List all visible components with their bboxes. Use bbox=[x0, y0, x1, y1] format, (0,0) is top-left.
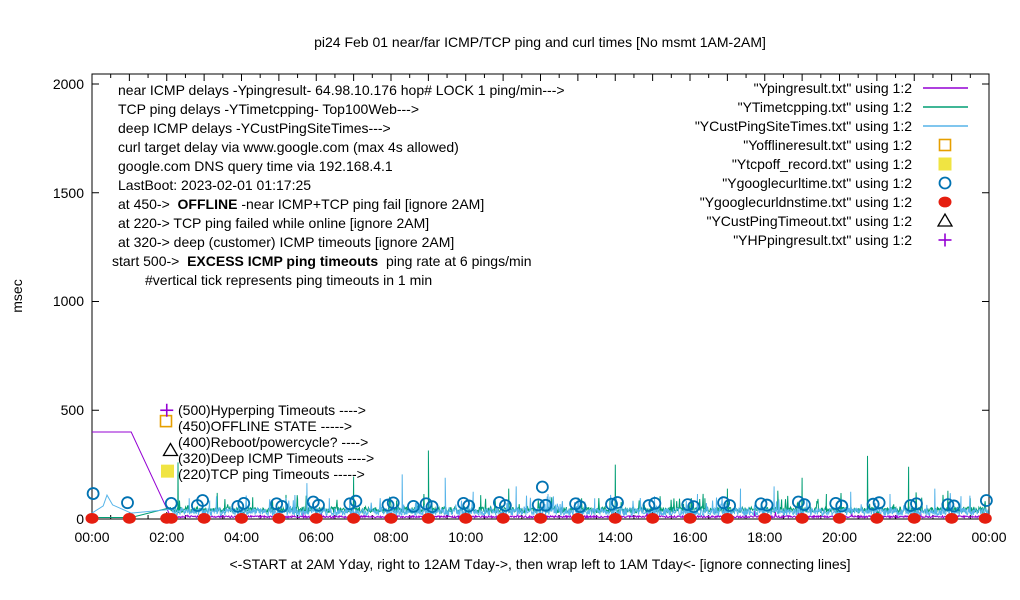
info-line-offline: at 450-> OFFLINE -near ICMP+TCP ping fai… bbox=[118, 196, 484, 212]
info-line-deep-icmp: deep ICMP delays -YCustPingSiteTimes---> bbox=[118, 120, 391, 136]
y-tick-label-1000: 1000 bbox=[53, 293, 84, 309]
legend-label-yofflineresult: "Yofflineresult.txt" using 1:2 bbox=[743, 137, 912, 153]
legend-label-ytimetcpping: "YTimetcpping.txt" using 1:2 bbox=[738, 99, 913, 115]
annotation-deep-icmp: (320)Deep ICMP Timeouts ----> bbox=[178, 450, 374, 466]
info-line-near-icmp: near ICMP delays -Ypingresult- 64.98.10.… bbox=[118, 82, 565, 98]
legend-label-ycustpingtimeout: "YCustPingTimeout.txt" using 1:2 bbox=[706, 213, 912, 229]
annotation-hyperping: (500)Hyperping Timeouts ----> bbox=[178, 402, 366, 418]
y-tick-label-500: 500 bbox=[61, 402, 85, 418]
info-line-deep-fail: at 320-> deep (customer) ICMP timeouts [… bbox=[118, 234, 454, 250]
x-tick-label-5: 10:00 bbox=[448, 529, 483, 545]
x-tick-label-0: 00:00 bbox=[74, 529, 109, 545]
legend-label-ytcpoff: "Ytcpoff_record.txt" using 1:2 bbox=[732, 156, 912, 172]
legend-label-ygooglecurldns: "Ygooglecurldnstime.txt" using 1:2 bbox=[700, 194, 912, 210]
y-tick-label-2000: 2000 bbox=[53, 76, 84, 92]
info-line-tcp-fail: at 220-> TCP ping failed while online [i… bbox=[118, 215, 429, 231]
x-tick-label-4: 08:00 bbox=[373, 529, 408, 545]
legend-label-ycustpingsite: "YCustPingSiteTimes.txt" using 1:2 bbox=[695, 118, 912, 134]
x-tick-label-12: 00:00 bbox=[971, 529, 1006, 545]
legend-label-yhppingresult: "YHPpingresult.txt" using 1:2 bbox=[733, 232, 912, 248]
x-tick-label-11: 22:00 bbox=[897, 529, 932, 545]
y-axis-label: msec bbox=[9, 279, 25, 312]
info-line-curl: curl target delay via www.google.com (ma… bbox=[118, 139, 459, 155]
y-tick-label-1500: 1500 bbox=[53, 185, 84, 201]
annotation-reboot: (400)Reboot/powercycle? ----> bbox=[178, 434, 368, 450]
x-tick-label-2: 04:00 bbox=[224, 529, 259, 545]
x-tick-label-8: 16:00 bbox=[672, 529, 707, 545]
data-series-layer bbox=[85, 403, 993, 524]
x-tick-label-1: 02:00 bbox=[149, 529, 184, 545]
x-tick-label-10: 20:00 bbox=[822, 529, 857, 545]
chart-title: pi24 Feb 01 near/far ICMP/TCP ping and c… bbox=[314, 34, 766, 50]
x-tick-label-3: 06:00 bbox=[299, 529, 334, 545]
x-axis-note: <-START at 2AM Yday, right to 12AM Tday-… bbox=[229, 556, 850, 572]
legend-label-ypingresult: "Ypingresult.txt" using 1:2 bbox=[754, 80, 913, 96]
annotation-offline: (450)OFFLINE STATE -----> bbox=[178, 418, 352, 434]
info-line-dns: google.com DNS query time via 192.168.4.… bbox=[118, 158, 393, 174]
info-line-tcp-ping: TCP ping delays -YTimetcpping- Top100Web… bbox=[118, 101, 419, 117]
annotation-tcp-timeout: (220)TCP ping Timeouts -----> bbox=[178, 466, 365, 482]
x-tick-label-9: 18:00 bbox=[747, 529, 782, 545]
info-line-vertical-tick: #vertical tick represents ping timeouts … bbox=[145, 272, 432, 288]
x-tick-label-7: 14:00 bbox=[598, 529, 633, 545]
legend-marker-layer bbox=[923, 87, 968, 247]
x-tick-label-6: 12:00 bbox=[523, 529, 558, 545]
legend-label-ygooglecurltime: "Ygooglecurltime.txt" using 1:2 bbox=[722, 175, 912, 191]
y-tick-label-0: 0 bbox=[76, 511, 84, 527]
info-line-excess: start 500-> EXCESS ICMP ping timeouts pi… bbox=[112, 253, 532, 269]
info-line-lastboot: LastBoot: 2023-02-01 01:17:25 bbox=[118, 177, 311, 193]
